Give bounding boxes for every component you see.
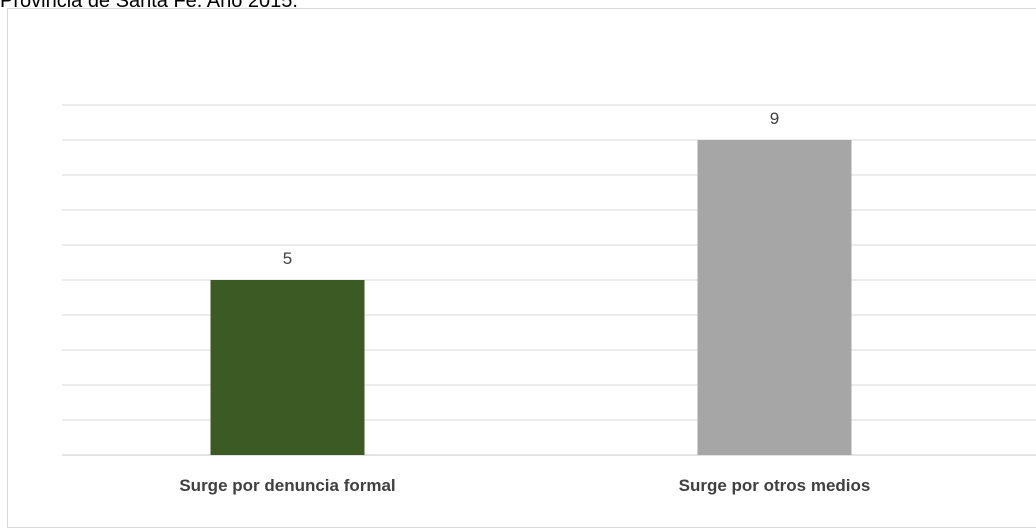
bar-chart: 59 Surge por denuncia formal Surge por ot…: [62, 104, 1036, 495]
category-labels: Surge por denuncia formal Surge por otros…: [179, 476, 870, 495]
data-label-2: 9: [770, 109, 779, 128]
category-label-2: Surge por otros medios: [679, 476, 871, 495]
bar-1: [210, 280, 365, 455]
gridlines: [62, 104, 1036, 456]
bars: [210, 140, 852, 455]
data-label-1: 5: [283, 249, 292, 268]
data-labels: 59: [283, 109, 779, 268]
bar-2: [697, 140, 852, 455]
category-label-1: Surge por denuncia formal: [179, 476, 395, 495]
